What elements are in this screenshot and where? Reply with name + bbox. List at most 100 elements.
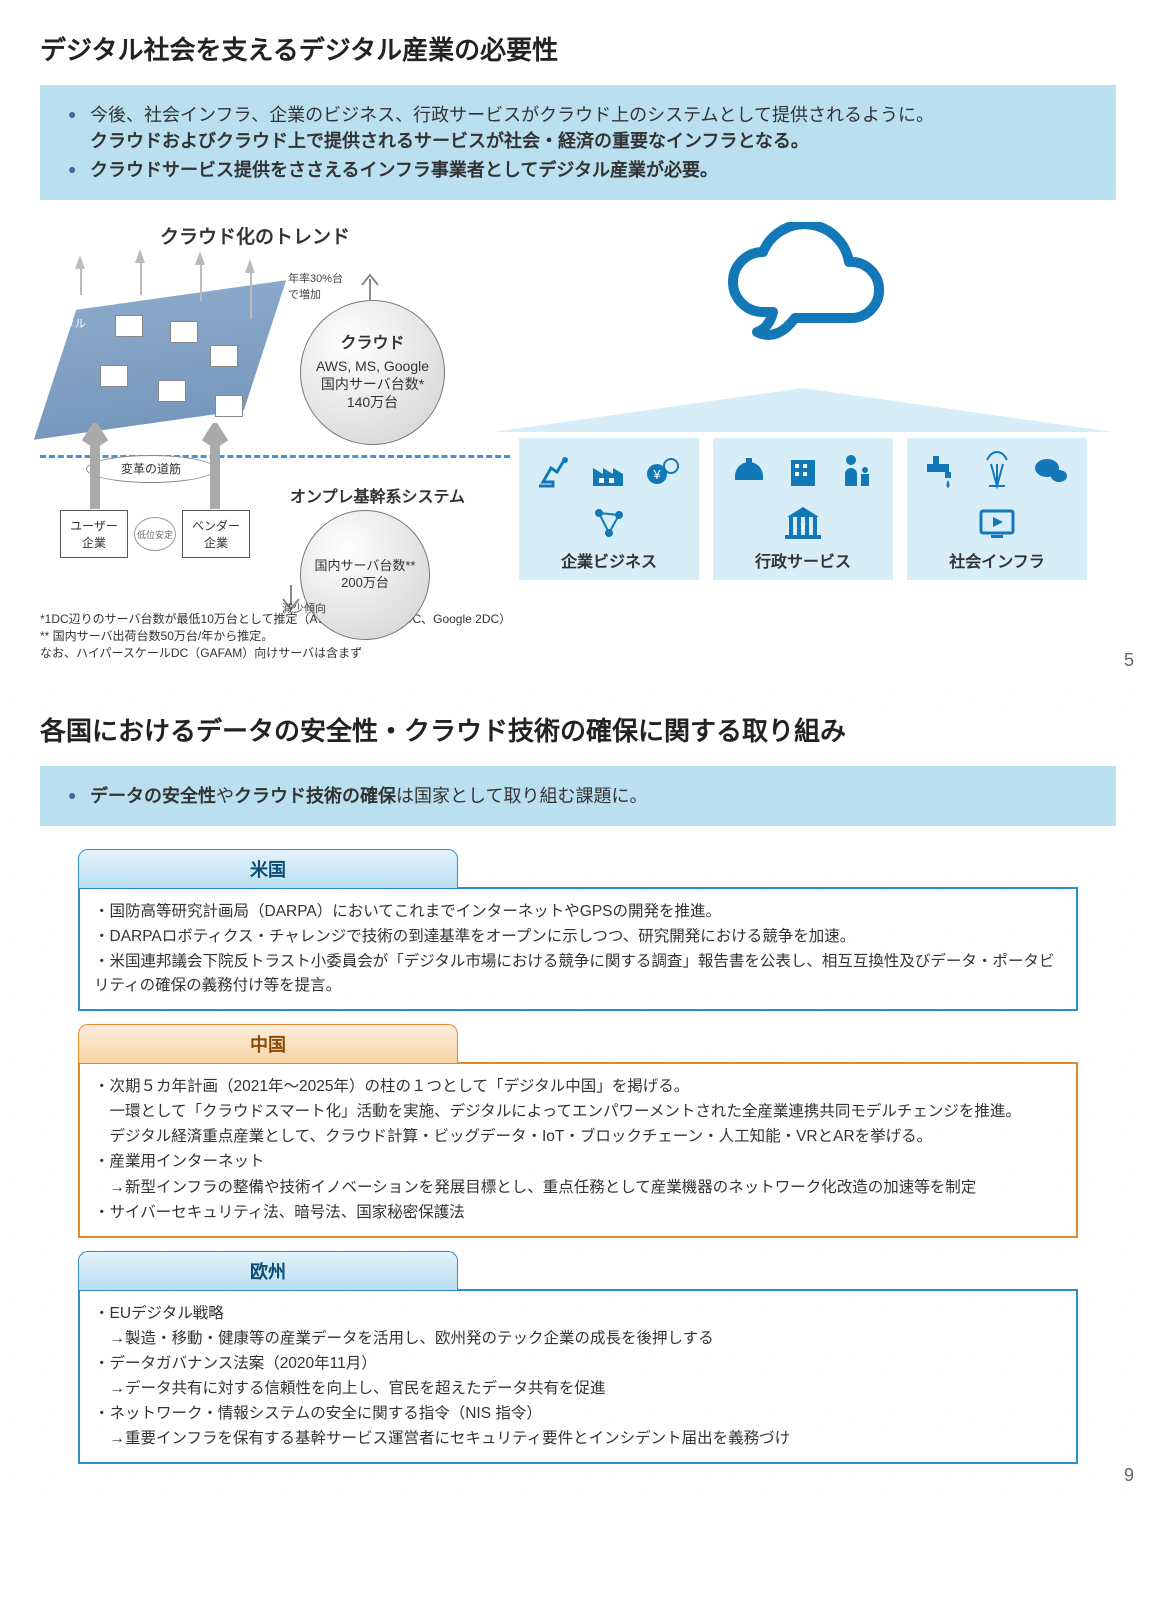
tv-icon: [975, 503, 1019, 543]
arrow-up-icon: [350, 271, 390, 303]
country-body-us: ・国防高等研究計画局（DARPA）においてこれまでインターネットやGPSの開発を…: [78, 887, 1078, 1011]
slide-5: デジタル社会を支えるデジタル産業の必要性 今後、社会インフラ、企業のビジネス、行…: [0, 0, 1156, 681]
onprem-server-count: 200万台: [301, 575, 429, 592]
eu-line: ・ネットワーク・情報システムの安全に関する指令（NIS 指令）: [94, 1402, 1062, 1426]
cn-line: ・次期５カ年計画（2021年～2025年）の柱の１つとして「デジタル中国」を掲げ…: [94, 1075, 1062, 1099]
government-icon: ¥: [781, 503, 825, 543]
summary-bullet-1: 今後、社会インフラ、企業のビジネス、行政サービスがクラウド上のシステムとして提供…: [68, 102, 1088, 154]
antenna-icon: [975, 450, 1019, 490]
trend-title: クラウド化のトレンド: [40, 222, 470, 249]
country-tab-cn: 中国: [78, 1024, 458, 1063]
cloud-server-label: 国内サーバ台数*: [301, 375, 444, 393]
page-number: 9: [1124, 1465, 1134, 1486]
cn-line: →新型インフラの整備や技術イノベーションを発展目標とし、重点任務として産業機器の…: [94, 1176, 1062, 1200]
slide5-title: デジタル社会を支えるデジタル産業の必要性: [40, 30, 1116, 67]
coins-icon: ¥: [641, 450, 685, 490]
cloud-icon: [703, 222, 903, 392]
cn-line: デジタル経済重点産業として、クラウド計算・ビッグデータ・IoT・ブロックチェーン…: [94, 1125, 1062, 1149]
node-icon: [215, 395, 243, 417]
arrow-up-icon: [245, 259, 255, 273]
arrow-up-icon: [200, 423, 230, 511]
slide9-title: 各国におけるデータの安全性・クラウド技術の確保に関する取り組み: [40, 711, 1116, 748]
summary-b1a: 今後、社会インフラ、企業のビジネス、行政サービスがクラウド上のシステムとして提供…: [90, 105, 934, 125]
growth-rate-note: 年率30%台 で増加: [288, 270, 343, 302]
cloud-providers: AWS, MS, Google: [301, 357, 444, 375]
cloud-server-count: 140万台: [301, 393, 444, 411]
digital-industry-plane: [34, 281, 286, 441]
summary-emph-c: クラウド技術の確保: [234, 786, 396, 806]
svg-text:¥: ¥: [799, 522, 806, 532]
cn-line: 一環として「クラウドスマート化」活動を実施、デジタルによってエンパワーメントされ…: [94, 1100, 1062, 1124]
helmet-icon: [727, 450, 771, 490]
country-eu: 欧州 ・EUデジタル戦略 →製造・移動・健康等の産業データを活用し、欧州発のテッ…: [78, 1250, 1078, 1464]
country-cn: 中国 ・次期５カ年計画（2021年～2025年）の柱の１つとして「デジタル中国」…: [78, 1023, 1078, 1237]
robot-arm-icon: [533, 450, 577, 490]
slide5-diagram: クラウド化のトレンド 年率30%台 で増加 デジタル 産業: [40, 222, 1116, 602]
eu-line: →データ共有に対する信頼性を向上し、官民を超えたデータ共有を促進: [94, 1377, 1062, 1401]
eu-line: →製造・移動・健康等の産業データを活用し、欧州発のテック企業の成長を後押しする: [94, 1327, 1062, 1351]
summary-text: は国家として取り組む課題に。: [396, 786, 647, 806]
cn-line: ・サイバーセキュリティ法、暗号法、国家秘密保護法: [94, 1201, 1062, 1225]
family-icon: [835, 450, 879, 490]
node-icon: [210, 345, 238, 367]
slide5-summary: 今後、社会インフラ、企業のビジネス、行政サービスがクラウド上のシステムとして提供…: [40, 85, 1116, 200]
summary-b1b: クラウドおよびクラウド上で提供されるサービスが社会・経済の重要なインフラとなる。: [90, 131, 809, 151]
factory-icon: [587, 450, 631, 490]
eu-line: ・EUデジタル戦略: [94, 1302, 1062, 1326]
cloud-pillars-graphic: ¥ 企業ビジネス ¥ 行政サービス: [490, 222, 1116, 602]
arrow-up-icon: [200, 261, 202, 301]
country-us: 米国 ・国防高等研究計画局（DARPA）においてこれまでインターネットやGPSの…: [78, 848, 1078, 1011]
summary-bullet: データの安全性やクラウド技術の確保は国家として取り組む課題に。: [68, 783, 1088, 809]
pillar-label: 企業ビジネス: [561, 548, 657, 572]
country-tab-eu: 欧州: [78, 1251, 458, 1290]
pillar-business: ¥ 企業ビジネス: [519, 438, 699, 580]
slide5-footnote: *1DC辺りのサーバ台数が最低10万台として推定（AWS 6DC、MS 6DC、…: [40, 610, 1116, 661]
pillar-label: 社会インフラ: [949, 548, 1045, 572]
slide-9: 各国におけるデータの安全性・クラウド技術の確保に関する取り組み データの安全性や…: [0, 681, 1156, 1495]
chat-icon: [1029, 450, 1073, 490]
arrow-up-icon: [195, 251, 205, 265]
country-body-eu: ・EUデジタル戦略 →製造・移動・健康等の産業データを活用し、欧州発のテック企業…: [78, 1289, 1078, 1464]
onprem-server-label: 国内サーバ台数**: [301, 558, 429, 575]
arrow-up-icon: [135, 249, 145, 263]
svg-text:¥: ¥: [652, 467, 661, 482]
arrow-up-icon: [80, 265, 82, 295]
pillar-label: 行政サービス: [755, 548, 851, 572]
cloud-trend-diagram: クラウド化のトレンド 年率30%台 で増加 デジタル 産業: [40, 222, 470, 602]
sync-arrow-icon: 低位安定: [134, 517, 176, 551]
onprem-circle: 国内サーバ台数** 200万台: [300, 510, 430, 640]
network-icon: [587, 503, 631, 543]
cloud-circle: クラウド AWS, MS, Google 国内サーバ台数* 140万台: [300, 300, 445, 445]
building-icon: [781, 450, 825, 490]
arrow-up-icon: [80, 423, 110, 511]
node-icon: [170, 321, 198, 343]
arrow-up-icon: [75, 255, 85, 269]
us-line: ・国防高等研究計画局（DARPA）においてこれまでインターネットやGPSの開発を…: [94, 900, 1062, 924]
cloud-circle-title: クラウド: [301, 334, 444, 355]
cn-line: ・産業用インターネット: [94, 1150, 1062, 1174]
country-tab-us: 米国: [78, 849, 458, 888]
summary-text: や: [216, 786, 234, 806]
arrow-up-icon: [140, 259, 142, 295]
node-icon: [115, 315, 143, 337]
pillar-gov: ¥ 行政サービス: [713, 438, 893, 580]
funnel-arrow-icon: [493, 388, 1113, 432]
onprem-title: オンプレ基幹系システム: [290, 483, 465, 507]
us-line: ・DARPAロボティクス・チャレンジで技術の到達基準をオープンに示しつつ、研究開…: [94, 925, 1062, 949]
page-number: 5: [1124, 650, 1134, 671]
country-body-cn: ・次期５カ年計画（2021年～2025年）の柱の１つとして「デジタル中国」を掲げ…: [78, 1062, 1078, 1237]
vendor-company-box: ベンダー 企業: [182, 510, 250, 558]
eu-line: ・データガバナンス法案（2020年11月）: [94, 1352, 1062, 1376]
node-icon: [100, 365, 128, 387]
slide9-summary: データの安全性やクラウド技術の確保は国家として取り組む課題に。: [40, 766, 1116, 826]
arrow-up-icon: [250, 269, 252, 319]
digital-industry-label: デジタル 産業: [40, 313, 88, 349]
faucet-icon: [921, 450, 965, 490]
user-company-box: ユーザー 企業: [60, 510, 128, 558]
summary-bullet-2: クラウドサービス提供をささえるインフラ事業者としてデジタル産業が必要。: [68, 157, 1088, 183]
decrease-note: 減少傾向: [282, 600, 326, 616]
eu-line: →重要インフラを保有する基幹サービス運営者にセキュリティ要件とインシデント届出を…: [94, 1427, 1062, 1451]
us-line: ・米国連邦議会下院反トラスト小委員会が「デジタル市場における競争に関する調査」報…: [94, 950, 1062, 998]
node-icon: [158, 380, 186, 402]
pillar-infra: 社会インフラ: [907, 438, 1087, 580]
